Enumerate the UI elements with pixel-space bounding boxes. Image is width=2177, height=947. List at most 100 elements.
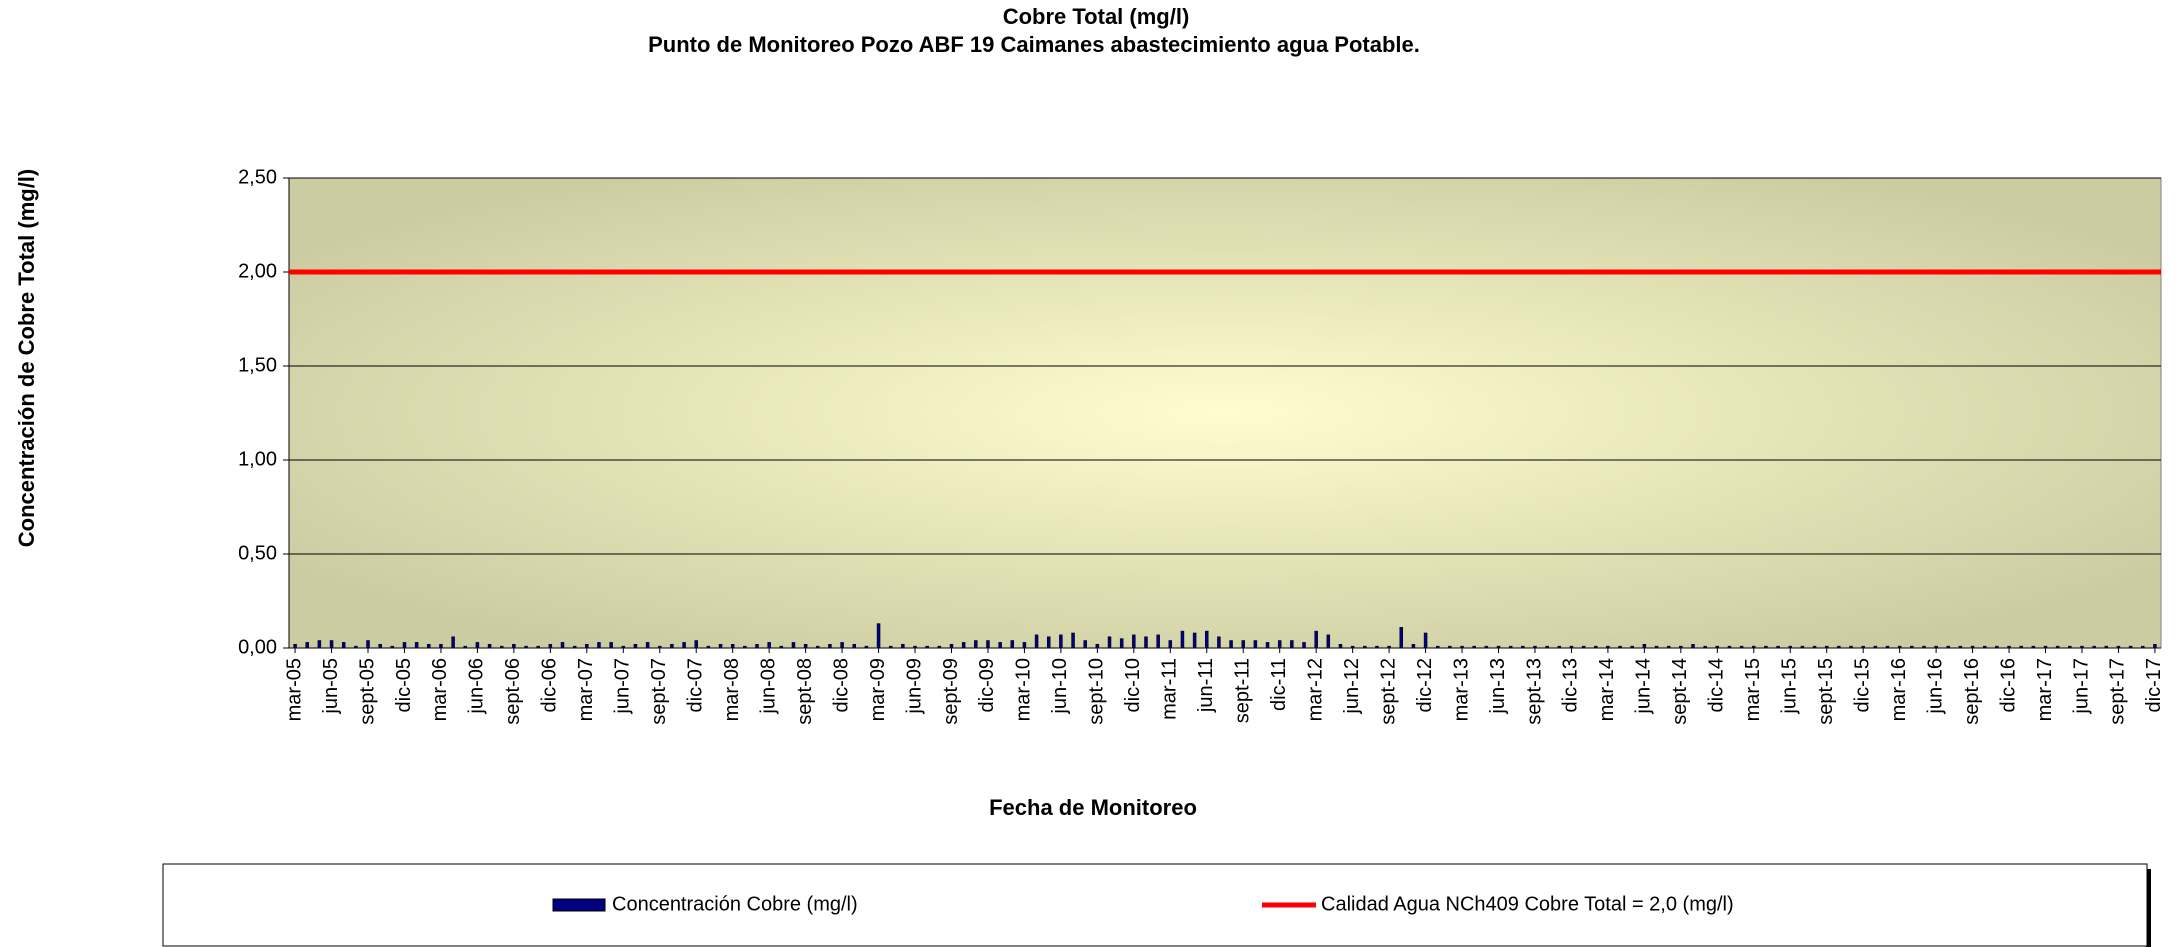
bar [998, 642, 1002, 649]
x-tick-label: dic-15 [1851, 658, 1873, 712]
bar [1569, 645, 1574, 649]
bar [1399, 627, 1404, 649]
bar [1435, 645, 1440, 649]
bar [1205, 630, 1209, 649]
bar [1606, 645, 1610, 649]
bar [986, 640, 990, 649]
bar [1776, 645, 1780, 649]
bar [1557, 645, 1562, 649]
y-tick-label: 0,00 [238, 636, 277, 658]
bar [1022, 642, 1027, 649]
bar [1654, 645, 1659, 649]
bar [2141, 645, 2145, 649]
x-tick-label: sept-11 [1232, 658, 1254, 723]
x-tick-label: sept-12 [1377, 658, 1399, 725]
bar [1168, 640, 1173, 649]
bar [1849, 645, 1853, 649]
x-tick-label: mar-16 [1888, 658, 1910, 721]
bar [706, 645, 711, 649]
y-tick-label: 1,00 [238, 448, 277, 470]
bar [524, 645, 528, 649]
bar [475, 642, 480, 649]
bar [2068, 645, 2072, 649]
bar [925, 645, 929, 649]
x-tick-label: jun-10 [1049, 658, 1071, 715]
bar [1739, 645, 1744, 649]
legend-swatch [552, 898, 606, 912]
bar [1521, 645, 1525, 649]
bar [2043, 645, 2048, 649]
x-tick-label: dic-07 [685, 658, 707, 712]
x-tick-label: sept-09 [940, 658, 962, 725]
bar [1837, 645, 1841, 649]
bar [1533, 645, 1537, 649]
bar [974, 640, 978, 649]
bar [1666, 645, 1671, 649]
x-tick-label: sept-13 [1523, 658, 1545, 725]
x-tick-label: mar-12 [1304, 658, 1326, 721]
x-tick-label: mar-05 [283, 658, 305, 721]
x-tick-label: dic-13 [1560, 658, 1582, 712]
chart-title: Cobre Total (mg/l) [1003, 4, 1190, 29]
bar [2092, 645, 2096, 649]
legend-box [162, 863, 2148, 947]
bar [1922, 645, 1926, 649]
bar [1970, 645, 1975, 649]
x-tick-label: jun-06 [466, 658, 488, 715]
bar [597, 642, 601, 649]
bar [354, 645, 358, 649]
x-tick-label: dic-10 [1122, 658, 1144, 712]
bar [329, 640, 334, 649]
bar [1180, 630, 1185, 649]
bar [694, 640, 698, 649]
x-tick-label: mar-11 [1159, 658, 1181, 720]
x-tick-label: jun-16 [1924, 658, 1946, 715]
x-tick-label: sept-17 [2107, 658, 2129, 725]
bar [743, 645, 747, 649]
bar [840, 642, 844, 649]
x-tick-label: jun-15 [1779, 658, 1801, 715]
bar [2080, 645, 2084, 649]
bar [548, 643, 553, 649]
x-tick-label: jun-05 [320, 658, 342, 715]
bar [2031, 645, 2036, 649]
bar [390, 645, 395, 649]
bar [670, 643, 674, 649]
bar [1350, 645, 1355, 649]
bar [1010, 640, 1015, 649]
bar [1448, 645, 1452, 649]
x-tick-label: dic-11 [1268, 658, 1290, 711]
bar [901, 643, 905, 649]
bar [414, 642, 419, 649]
x-tick-label: dic-09 [976, 658, 998, 712]
bar [1363, 645, 1367, 649]
bar [1241, 640, 1245, 649]
x-tick-label: mar-07 [575, 658, 597, 721]
bar [2128, 645, 2133, 649]
bar [779, 645, 784, 649]
x-tick-label: mar-09 [867, 658, 889, 721]
x-tick-label: mar-17 [2034, 658, 2056, 721]
bar [1885, 645, 1890, 649]
bar [1217, 636, 1221, 649]
bar [572, 645, 577, 649]
bar [1472, 645, 1476, 649]
bar [1812, 645, 1817, 649]
bar [1034, 634, 1039, 649]
bar [1982, 645, 1987, 649]
bar [1156, 634, 1160, 649]
x-tick-label: jun-09 [903, 658, 925, 715]
x-tick-label: dic-17 [2143, 658, 2165, 712]
bar [439, 643, 443, 649]
bar [1496, 645, 1501, 649]
bar [1302, 642, 1306, 649]
bar [1083, 640, 1087, 649]
bar [487, 643, 492, 649]
bar [1897, 645, 1902, 649]
x-tick-label: sept-07 [648, 658, 670, 725]
bar [876, 623, 881, 649]
bar [1691, 643, 1695, 649]
x-tick-label: jun-12 [1341, 658, 1363, 715]
bar [1192, 632, 1197, 649]
